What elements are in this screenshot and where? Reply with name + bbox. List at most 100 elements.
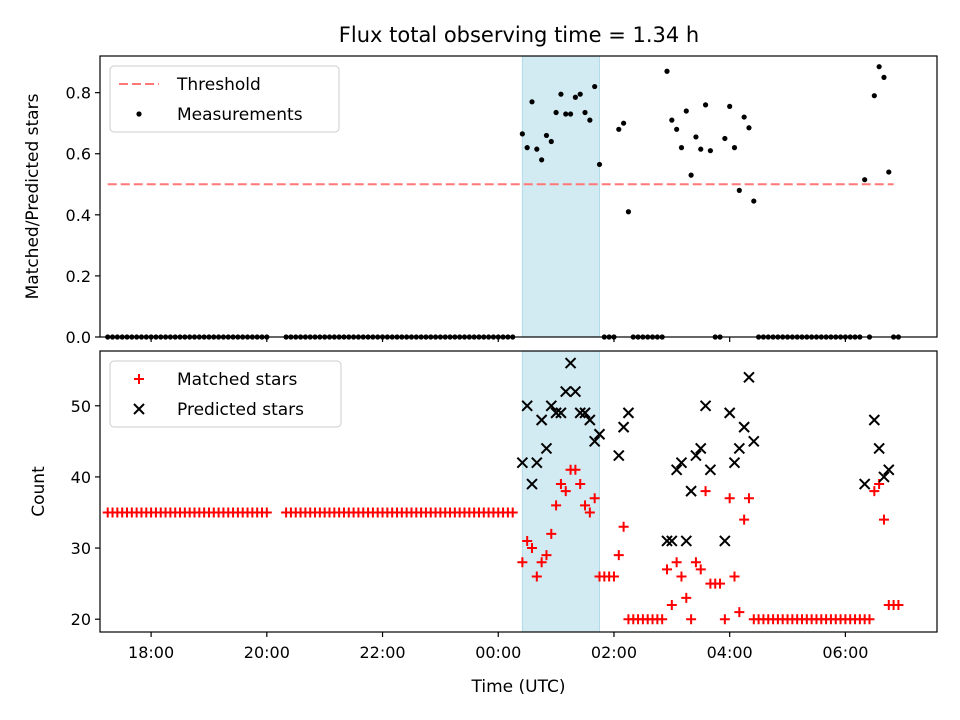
data-point (704, 464, 717, 476)
x-tick-label: 04:00 (707, 643, 753, 662)
data-point (584, 414, 596, 426)
data-point (582, 109, 588, 116)
data-point (864, 614, 875, 625)
data-point (545, 400, 557, 412)
data-point (564, 357, 577, 369)
data-point (751, 198, 757, 204)
data-point (707, 148, 713, 154)
data-point (541, 550, 552, 561)
data-point (693, 134, 699, 140)
x-tick-label: 22:00 (359, 643, 405, 662)
data-point (550, 407, 562, 419)
data-point (584, 507, 595, 518)
data-point (743, 371, 755, 384)
data-point (669, 117, 675, 123)
data-point (540, 442, 553, 455)
data-point (723, 407, 736, 419)
data-point (871, 93, 877, 99)
data-point (724, 493, 735, 504)
observing-window-band (521, 55, 600, 338)
data-point (580, 500, 591, 511)
data-point (676, 571, 687, 582)
data-point (690, 449, 702, 462)
data-point (878, 471, 890, 483)
chart-title: Flux total observing time = 1.34 h (339, 23, 699, 47)
data-point (555, 479, 566, 490)
data-point (662, 564, 672, 575)
legend-box (109, 360, 342, 428)
data-point (608, 571, 619, 582)
data-point (570, 464, 581, 475)
data-point (728, 456, 741, 469)
data-point (883, 464, 895, 476)
data-point (664, 68, 670, 74)
data-point (738, 421, 750, 433)
data-point (560, 385, 572, 398)
data-point (596, 161, 603, 168)
data-point (746, 125, 752, 131)
data-point (534, 146, 540, 152)
data-point (661, 535, 673, 547)
legend-label: Measurements (177, 105, 303, 125)
data-point (543, 132, 550, 139)
data-point (526, 478, 538, 490)
x-tick-label: 06:00 (822, 643, 868, 662)
data-point (618, 521, 629, 532)
y-axis-label-ratio: Matched/Predicted stars (23, 93, 43, 299)
data-point (577, 91, 583, 97)
data-point (688, 172, 694, 178)
data-point (702, 102, 709, 108)
data-point (869, 486, 880, 497)
data-point (558, 91, 564, 97)
data-point (739, 514, 750, 525)
y-tick-label: 50 (71, 397, 91, 416)
data-point (686, 614, 697, 625)
data-point (678, 145, 685, 151)
data-point (560, 486, 571, 497)
data-point (886, 169, 892, 175)
data-point (699, 400, 712, 412)
data-point (613, 449, 625, 462)
data-point (719, 614, 730, 625)
ratio-panel: 0.00.20.40.60.8 Matched/Predicted stars … (23, 55, 938, 347)
data-point (748, 435, 760, 448)
legend-item: Measurements (136, 105, 303, 125)
series-matched-stars (102, 464, 904, 625)
data-point (593, 428, 606, 440)
data-point (657, 614, 668, 625)
data-point (685, 485, 697, 497)
data-point (569, 385, 582, 398)
y-axis-label-count: Count (29, 466, 49, 517)
data-point (589, 493, 600, 504)
data-point (666, 535, 678, 547)
data-point (881, 74, 887, 80)
data-point (621, 120, 627, 126)
data-point (527, 543, 537, 554)
data-point (858, 478, 871, 490)
legend-box (109, 65, 340, 133)
data-point (683, 108, 689, 114)
data-point (548, 138, 554, 145)
plot-frame (99, 350, 938, 633)
legend-item: Predicted stars (133, 400, 304, 420)
data-point (519, 131, 525, 137)
data-point (622, 407, 635, 419)
data-point (695, 442, 707, 455)
data-point (617, 421, 630, 433)
data-point (261, 507, 272, 518)
data-point (516, 456, 529, 469)
x-tick-label: 18:00 (128, 643, 174, 662)
y-tick-label: 0.6 (66, 145, 91, 164)
data-point (522, 535, 533, 546)
x-tick-label: 20:00 (244, 643, 290, 662)
data-point (873, 442, 885, 455)
x-axis-label: Time (UTC) (471, 677, 566, 697)
data-point (722, 135, 728, 142)
data-point (876, 64, 882, 70)
data-point (681, 592, 692, 603)
y-tick-label: 30 (71, 539, 91, 558)
data-point (729, 571, 740, 582)
data-point (563, 111, 569, 117)
data-point (690, 557, 701, 568)
